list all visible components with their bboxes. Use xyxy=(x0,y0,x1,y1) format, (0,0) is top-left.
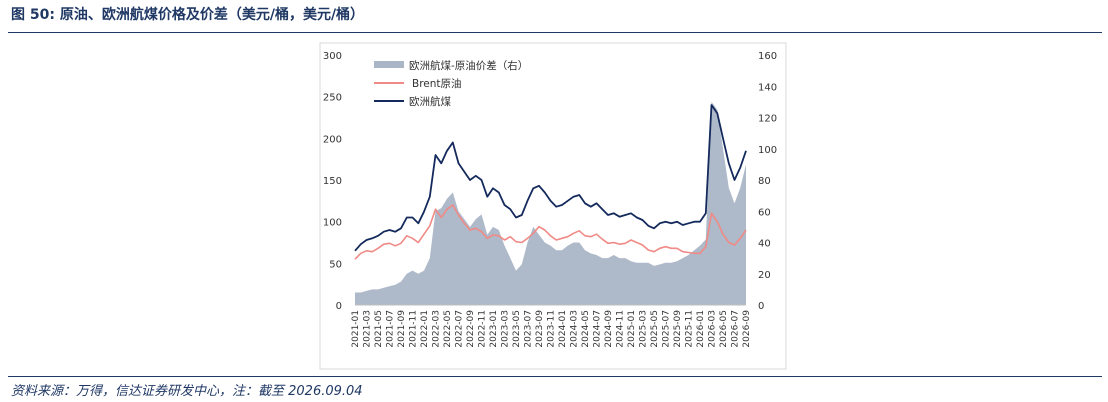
x-tick-label: 2026-01 xyxy=(696,310,706,348)
x-tick-label: 2021-05 xyxy=(374,310,384,348)
bottom-rule xyxy=(8,376,1102,377)
brent-line-layer xyxy=(354,204,747,260)
legend-label-brent: Brent原油 xyxy=(412,77,462,90)
y-right-tick-label: 60 xyxy=(758,207,771,218)
x-tick-label: 2021-07 xyxy=(386,310,396,348)
source-note: 资料来源：万得，信达证券研发中心，注：截至 2026.09.04 xyxy=(11,384,363,399)
y-right-tick-label: 140 xyxy=(758,82,777,93)
x-tick-label: 2025-01 xyxy=(627,310,637,348)
brent-line xyxy=(354,204,747,260)
x-tick-label: 2021-11 xyxy=(409,310,419,348)
x-tick-label: 2025-05 xyxy=(650,310,660,348)
y-left-tick-label: 150 xyxy=(323,176,342,187)
x-tick-label: 2024-11 xyxy=(616,310,626,348)
x-tick-label: 2025-09 xyxy=(673,310,683,348)
y-right-tick-label: 80 xyxy=(758,176,771,187)
jet-line-layer xyxy=(354,104,747,252)
x-tick-label: 2022-07 xyxy=(455,310,465,348)
axes-layer: 0 50 100 150 200 250 300 0 20 40 60 80 100 120 140 160 2… xyxy=(323,51,777,348)
y-left-tick-label: 50 xyxy=(329,259,342,270)
x-tick-label: 2023-05 xyxy=(512,310,522,348)
x-tick-label: 2022-11 xyxy=(478,310,488,348)
x-tick-label: 2026-09 xyxy=(742,310,752,348)
x-tick-label: 2022-09 xyxy=(466,310,476,348)
y-left-tick-label: 250 xyxy=(323,93,342,104)
x-tick-label: 2022-05 xyxy=(443,310,453,348)
y-right-tick-label: 160 xyxy=(758,51,777,62)
y-right-tick-label: 0 xyxy=(758,301,764,312)
x-tick-label: 2023-03 xyxy=(501,310,511,348)
legend-label-jet: 欧洲航煤 xyxy=(409,95,451,108)
x-tick-label: 2024-05 xyxy=(581,310,591,348)
x-tick-label: 2026-03 xyxy=(708,310,718,348)
legend-label-spread: 欧洲航煤-原油价差（右） xyxy=(409,59,528,72)
x-tick-label: 2025-03 xyxy=(639,310,649,348)
x-tick-label: 2021-01 xyxy=(351,310,361,348)
chart-frame xyxy=(319,42,787,370)
y-left-tick-label: 100 xyxy=(323,218,342,229)
jet-line xyxy=(354,104,747,252)
x-tick-label: 2025-11 xyxy=(685,310,695,348)
legend-swatch-spread xyxy=(374,61,404,68)
x-tick-label: 2021-09 xyxy=(397,310,407,348)
x-tick-label: 2022-03 xyxy=(432,310,442,348)
x-tick-label: 2026-05 xyxy=(719,310,729,348)
top-rule xyxy=(8,32,1102,33)
figure-title: 图 50: 原油、欧洲航煤价格及价差（美元/桶，美元/桶） xyxy=(11,7,365,23)
x-tick-label: 2025-07 xyxy=(662,310,672,348)
y-right-tick-label: 40 xyxy=(758,239,771,250)
x-tick-label: 2023-01 xyxy=(489,310,499,348)
x-tick-label: 2021-03 xyxy=(363,310,373,348)
y-right-tick-label: 100 xyxy=(758,145,777,156)
spread-area xyxy=(355,101,746,306)
x-tick-label: 2024-09 xyxy=(604,310,614,348)
x-tick-label: 2023-09 xyxy=(535,310,545,348)
y-right-tick-label: 120 xyxy=(758,114,777,125)
x-tick-label: 2024-07 xyxy=(593,310,603,348)
y-right-tick-label: 20 xyxy=(758,270,771,281)
x-tick-label: 2023-07 xyxy=(524,310,534,348)
y-left-tick-label: 200 xyxy=(323,134,342,145)
spread-area-layer xyxy=(355,101,746,306)
x-tick-label: 2024-01 xyxy=(558,310,568,348)
x-tick-label: 2026-07 xyxy=(731,310,741,348)
x-tick-label: 2024-03 xyxy=(570,310,580,348)
x-tick-label: 2022-01 xyxy=(420,310,430,348)
y-left-tick-label: 300 xyxy=(323,51,342,62)
x-tick-label: 2023-11 xyxy=(547,310,557,348)
y-left-tick-label: 0 xyxy=(336,301,342,312)
